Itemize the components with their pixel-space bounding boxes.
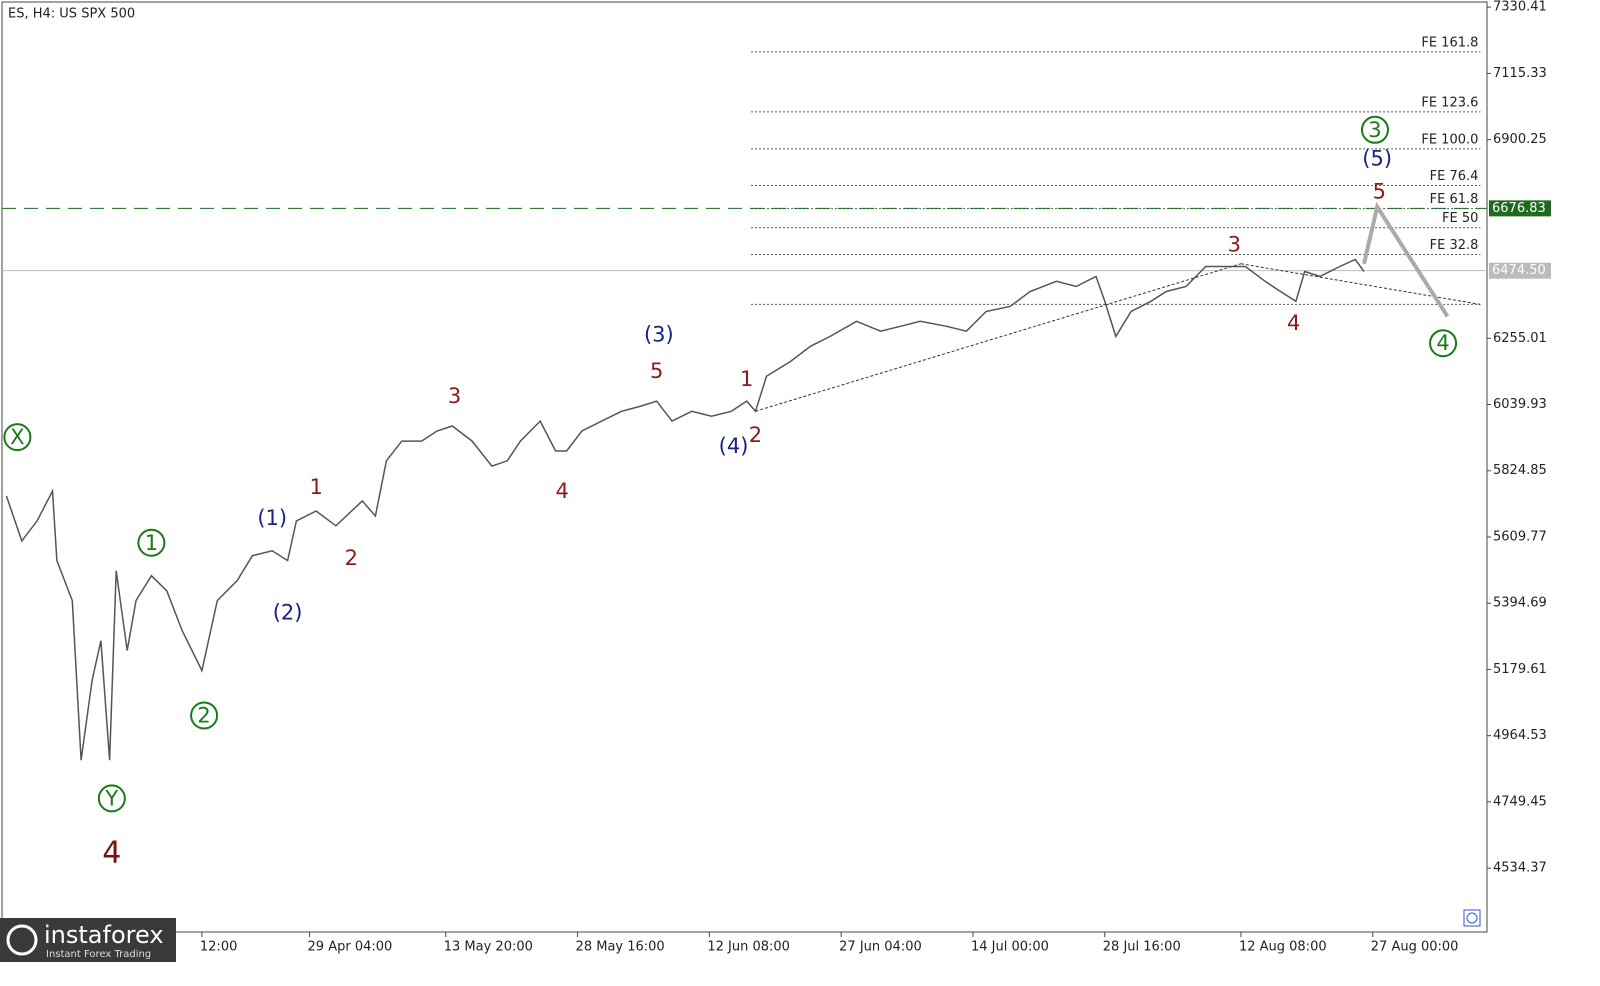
wave-label: 3 — [1368, 118, 1381, 142]
wave-circle — [3, 423, 32, 452]
x-tick-label: 14 Jul 00:00 — [971, 940, 1049, 955]
x-tick-label: 27 Aug 00:00 — [1371, 940, 1459, 955]
wave-label: 3 — [448, 384, 461, 408]
wave-circle — [1360, 115, 1389, 144]
wave-label: 5 — [1373, 180, 1386, 204]
x-tick-label: 12 Jun 08:00 — [707, 940, 790, 955]
wave-label: 1 — [309, 475, 322, 499]
wave-label: 4 — [1436, 331, 1449, 355]
y-tick-label: 7115.33 — [1493, 66, 1547, 81]
corner-icon — [1463, 909, 1481, 927]
wave-label: 1 — [740, 367, 753, 391]
fib-label: FE 161.8 — [1421, 35, 1478, 50]
wave-label: 4 — [1287, 311, 1300, 335]
fib-label: FE 123.6 — [1421, 95, 1478, 110]
y-tick-label: 5394.69 — [1493, 596, 1547, 611]
x-tick-label: 12 Aug 08:00 — [1239, 940, 1327, 955]
logo-name: instaforex — [44, 921, 164, 949]
fib-label: FE 50 — [1442, 211, 1478, 226]
wave-circle — [1429, 329, 1458, 358]
price-tag — [1489, 200, 1551, 217]
wave-label: 1 — [145, 531, 158, 555]
y-tick-label: 6900.25 — [1493, 132, 1547, 147]
fib-label: FE 61.8 — [1430, 192, 1479, 207]
wave-label: 3 — [1228, 233, 1241, 257]
x-tick-label: 27 Jun 04:00 — [839, 940, 922, 955]
chart-title: ES, H4: US SPX 500 — [8, 7, 135, 22]
x-tick-label: 29 Apr 04:00 — [308, 940, 393, 955]
wave-label: Y — [104, 786, 118, 810]
wave-circle — [137, 528, 166, 557]
y-tick-label: 4749.45 — [1493, 794, 1547, 809]
logo-tagline: Instant Forex Trading — [46, 949, 151, 960]
x-tick-label: 28 May 16:00 — [576, 940, 665, 955]
wave-label: (5) — [1362, 147, 1392, 171]
wave-label: (1) — [257, 506, 287, 530]
trendline — [1240, 263, 1481, 305]
fib-label: FE 100.0 — [1421, 132, 1478, 147]
wave-label: 2 — [749, 423, 762, 447]
y-tick-label: 5179.61 — [1493, 662, 1547, 677]
plot-frame — [1, 1, 1488, 933]
y-tick-label: 4964.53 — [1493, 728, 1547, 743]
projection-line — [1362, 201, 1450, 318]
x-tick-label: 28 Jul 16:00 — [1103, 940, 1181, 955]
y-tick-label: 6039.93 — [1493, 397, 1547, 412]
wave-label: 2 — [197, 704, 210, 728]
corner-icon-mark — [1466, 912, 1478, 924]
wave-label: 4 — [555, 479, 568, 503]
wave-label: 4 — [102, 836, 121, 871]
wave-circle — [97, 784, 126, 813]
price-tag — [1489, 262, 1551, 279]
x-tick-label: 13 May 20:00 — [444, 940, 533, 955]
y-tick-label: 4534.37 — [1493, 861, 1547, 876]
fib-label: FE 76.4 — [1430, 169, 1479, 184]
y-tick-label: 7330.41 — [1493, 0, 1547, 15]
wave-label: 5 — [650, 359, 663, 383]
logo: instaforex Instant Forex Trading — [0, 918, 176, 962]
wave-label: 2 — [345, 546, 358, 570]
price-tag-label: 6474.50 — [1492, 263, 1546, 278]
trendline — [755, 263, 1242, 412]
price-line-series — [5, 258, 1365, 761]
y-tick-label: 6255.01 — [1493, 331, 1547, 346]
wave-label: (3) — [644, 322, 674, 346]
y-tick-label: 5824.85 — [1493, 463, 1547, 478]
y-tick-label: 5609.77 — [1493, 529, 1547, 544]
x-tick-label: 12:00 — [200, 940, 237, 955]
logo-bg — [0, 918, 176, 962]
wave-circle — [190, 701, 219, 730]
wave-label: (4) — [719, 434, 749, 458]
price-tag-label: 6676.83 — [1492, 201, 1546, 216]
fib-label: FE 32.8 — [1430, 238, 1479, 253]
logo-icon — [6, 924, 38, 956]
wave-label: X — [10, 425, 24, 449]
wave-label: (2) — [273, 601, 303, 625]
